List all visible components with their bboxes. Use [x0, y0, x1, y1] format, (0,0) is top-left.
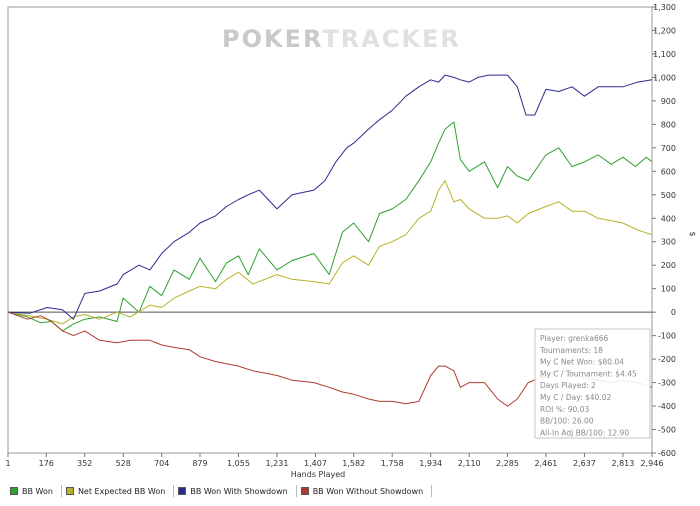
- x-tick-label: 352: [77, 459, 92, 468]
- y-tick-label: 700: [661, 144, 676, 153]
- series-line-1: [7, 121, 653, 332]
- legend: BB Won Net Expected BB Won BB Won With Sho…: [6, 484, 433, 498]
- stats-line: Player: grenka666: [540, 334, 609, 343]
- x-tick-label: 2,285: [496, 459, 519, 468]
- y-tick-label: 1,000: [653, 73, 676, 82]
- chart: POKERTRACKER 1 176 352 528 704 879 1,055 1,231 1…: [5, 3, 697, 479]
- x-tick-label: 2,461: [534, 459, 557, 468]
- x-tick-label: 2,110: [458, 459, 481, 468]
- y-tick-label: 0: [671, 308, 676, 317]
- legend-label: BB Won Without Showdown: [312, 486, 424, 496]
- y-tick-label: 600: [661, 167, 676, 176]
- watermark-poker: POKER: [222, 25, 322, 53]
- y-tick-label: 1,300: [653, 3, 676, 12]
- stats-line: BB/100: 26.00: [540, 417, 594, 426]
- x-tick-label: 1,231: [266, 459, 289, 468]
- x-tick-label: 1: [5, 459, 10, 468]
- series-line-2: [7, 180, 653, 325]
- stats-line: My C / Day: $40.02: [540, 393, 611, 402]
- x-tick-label: 176: [39, 459, 54, 468]
- stats-box-bg: [534, 328, 651, 439]
- y-tick-label: -500: [658, 426, 676, 435]
- stats-box: Player: grenka666 Tournaments: 18 My C Net…: [534, 328, 651, 439]
- x-tick-label: 1,055: [227, 459, 250, 468]
- y-tick-label: 300: [661, 238, 676, 247]
- legend-item-1[interactable]: BB Won: [6, 485, 62, 497]
- y-axis-ticks: -600 -500 -400 -300 -200 -100 0 100 200 300 400 500…: [652, 3, 676, 458]
- y-tick-label: 500: [661, 191, 676, 200]
- y-tick-label: -200: [658, 355, 676, 364]
- x-tick-label: 2,813: [611, 459, 634, 468]
- legend-swatch: [178, 487, 187, 495]
- x-axis-title: Hands Played: [291, 470, 345, 479]
- watermark: POKERTRACKER: [222, 25, 461, 53]
- legend-item-2[interactable]: Net Expected BB Won: [62, 485, 175, 497]
- series-line-3: [7, 74, 653, 320]
- y-tick-label: -600: [658, 449, 676, 458]
- legend-item-4[interactable]: BB Won Without Showdown: [297, 485, 433, 497]
- x-tick-label: 2,946: [641, 459, 664, 468]
- x-tick-label: 879: [192, 459, 207, 468]
- legend-swatch: [10, 487, 18, 495]
- legend-swatch: [300, 487, 309, 495]
- stats-lines: Player: grenka666 Tournaments: 18 My C Net…: [539, 334, 637, 437]
- x-tick-label: 2,637: [573, 459, 596, 468]
- x-tick-label: 528: [116, 459, 131, 468]
- legend-label: Net Expected BB Won: [77, 486, 166, 496]
- x-tick-label: 704: [154, 459, 169, 468]
- y-axis-title: $: [688, 231, 697, 236]
- x-tick-label: 1,582: [342, 459, 365, 468]
- y-tick-label: 900: [661, 97, 676, 106]
- y-tick-label: 800: [661, 120, 676, 129]
- legend-item-3[interactable]: BB Won With Showdown: [174, 485, 297, 497]
- legend-swatch: [65, 487, 74, 495]
- stats-line: All-In Adj BB/100: 12.90: [540, 428, 629, 437]
- watermark-tracker: TRACKER: [322, 25, 461, 53]
- y-tick-label: 1,100: [653, 50, 676, 59]
- y-tick-label: -400: [658, 402, 676, 411]
- y-tick-label: 400: [661, 214, 676, 223]
- stats-line: My C Net Won: $80.04: [540, 358, 624, 367]
- y-tick-label: -300: [658, 379, 676, 388]
- legend-label: BB Won: [22, 486, 53, 496]
- stats-line: Tournaments: 18: [539, 346, 603, 355]
- legend-label: BB Won With Showdown: [190, 486, 288, 496]
- y-tick-label: 1,200: [653, 26, 676, 35]
- x-tick-label: 1,758: [381, 459, 404, 468]
- x-axis-ticks: 1 176 352 528 704 879 1,055 1,231 1,407 1,582 1,75…: [5, 453, 663, 468]
- y-tick-label: -100: [658, 332, 676, 341]
- x-tick-label: 1,407: [304, 459, 327, 468]
- y-tick-label: 100: [661, 285, 676, 294]
- stats-line: ROI %: 90.03: [540, 405, 589, 414]
- stats-line: My C / Tournament: $4.45: [540, 369, 637, 378]
- y-tick-label: 200: [661, 261, 676, 270]
- x-tick-label: 1,934: [419, 459, 442, 468]
- stats-line: Days Played: 2: [540, 381, 596, 390]
